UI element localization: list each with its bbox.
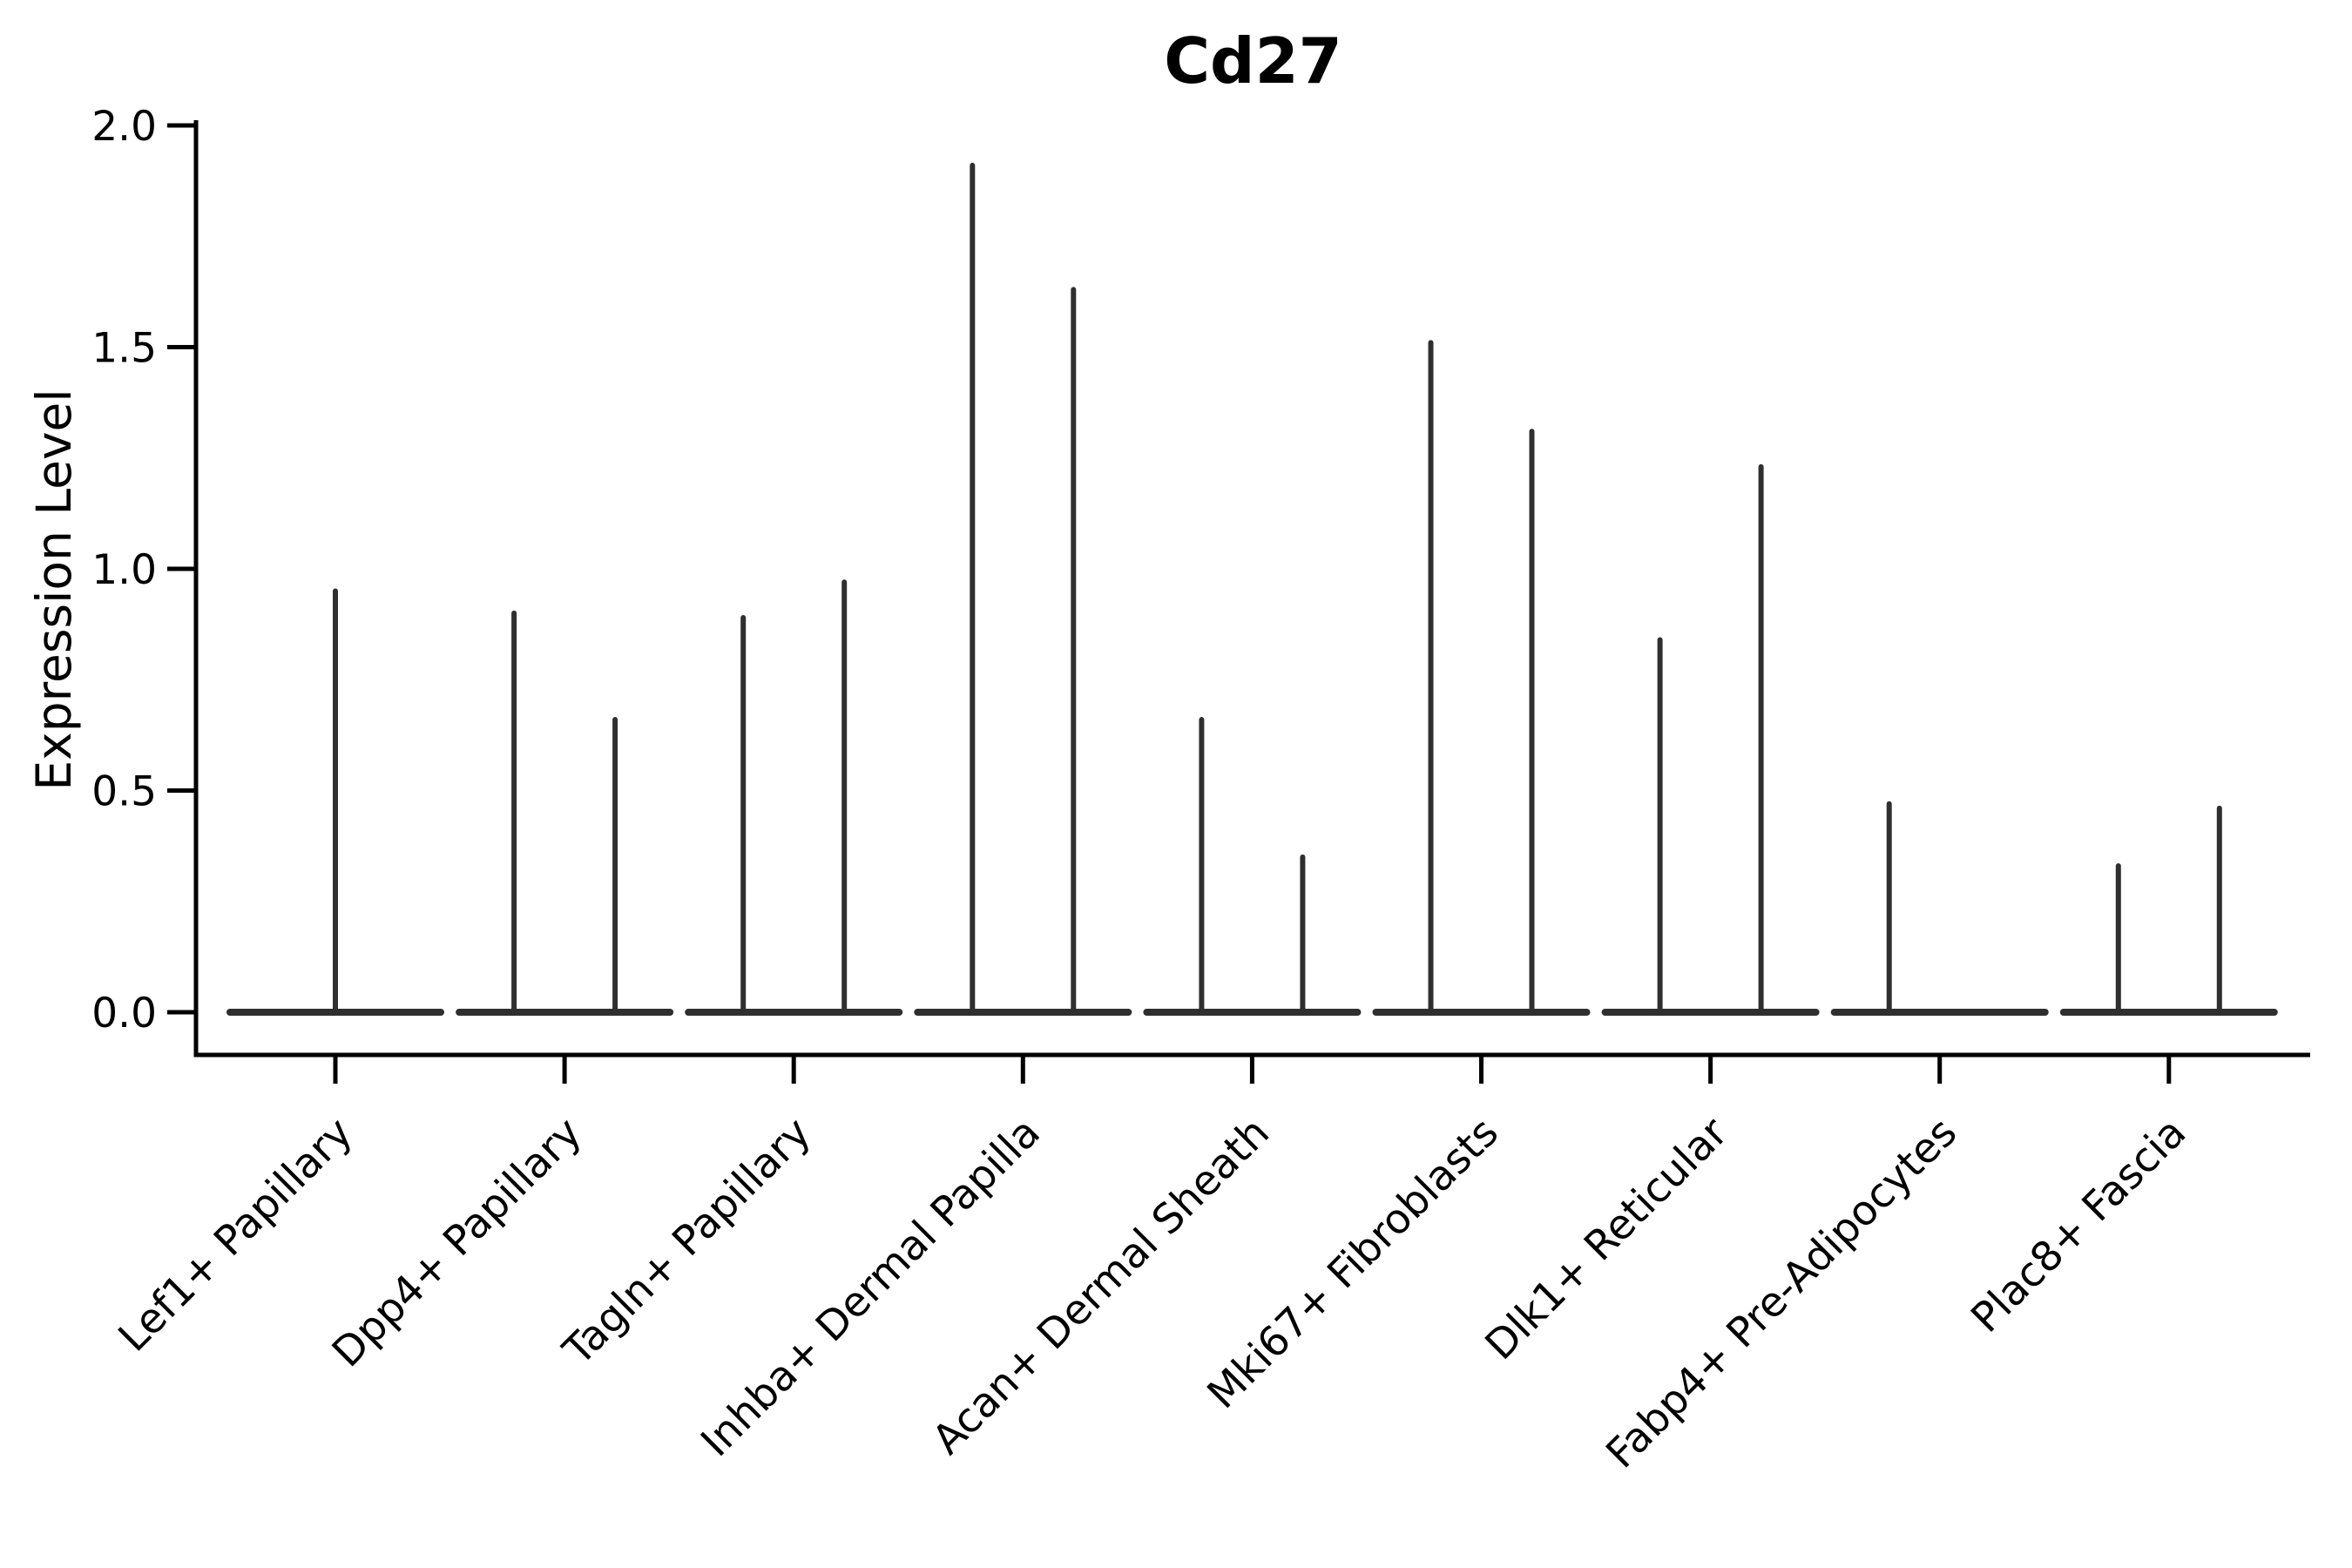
y-tick-label: 2.0 <box>91 103 157 151</box>
y-tick-label: 0.5 <box>91 768 157 816</box>
x-tick-label: Tagln+ Papillary <box>554 1109 821 1375</box>
x-tick-label: Dlk1+ Reticular <box>1477 1108 1738 1369</box>
x-tick-label: Dpp4+ Papillary <box>323 1109 591 1377</box>
y-tick-label: 1.0 <box>91 546 157 594</box>
x-tick-label: Plac8+ Fascia <box>1962 1109 2195 1342</box>
x-tick-label: Lef1+ Papillary <box>110 1109 362 1362</box>
y-tick-label: 1.5 <box>91 325 157 373</box>
plot-title: Cd27 <box>1164 24 1342 98</box>
y-tick-label: 0.0 <box>91 990 157 1037</box>
